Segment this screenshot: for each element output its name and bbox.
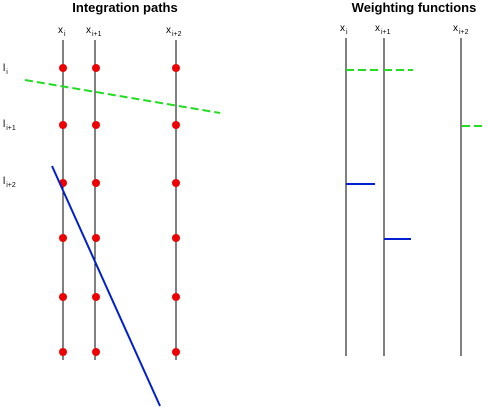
sample-point <box>172 293 180 301</box>
row-label: li <box>3 63 8 76</box>
weights <box>346 69 486 240</box>
sample-point <box>59 234 67 242</box>
label-base: x <box>340 23 345 34</box>
label-sub: i <box>346 29 348 36</box>
sample-point <box>59 348 67 356</box>
sample-point <box>59 121 67 129</box>
label-sub: i <box>64 31 66 38</box>
label-base: x <box>86 25 91 36</box>
label-sub: i+1 <box>6 125 16 132</box>
label-sub: i+1 <box>92 31 102 38</box>
row-label: li+2 <box>3 176 16 189</box>
column-label: xi+1 <box>375 23 391 36</box>
label-base: x <box>375 23 380 34</box>
column-label: xi+2 <box>166 25 182 38</box>
label-sub: i+1 <box>381 29 391 36</box>
title: Integration paths <box>72 0 177 15</box>
sample-point <box>92 179 100 187</box>
sample-point <box>92 64 100 72</box>
sample-point <box>59 64 67 72</box>
label-sub: i+2 <box>6 182 16 189</box>
column-label: xi <box>340 23 348 36</box>
label-base: x <box>58 25 63 36</box>
path-i <box>24 79 221 114</box>
label-sub: i+2 <box>459 29 469 36</box>
row-label: li+1 <box>3 119 16 132</box>
sample-point <box>172 179 180 187</box>
column-label: xi <box>58 25 66 38</box>
sample-point <box>92 234 100 242</box>
title: Weighting functions <box>352 0 477 15</box>
sample-point <box>92 121 100 129</box>
label-base: l <box>3 119 5 130</box>
label-base: x <box>166 25 171 36</box>
sample-point <box>172 121 180 129</box>
sample-point <box>92 348 100 356</box>
label-base: x <box>453 23 458 34</box>
sample-point <box>59 293 67 301</box>
sample-point <box>172 64 180 72</box>
sample-point <box>172 234 180 242</box>
column-label: xi+2 <box>453 23 469 36</box>
sample-point <box>172 348 180 356</box>
label-base: l <box>3 63 5 74</box>
grid-lines <box>62 38 462 360</box>
label-sub: i+2 <box>172 31 182 38</box>
path-i2 <box>51 165 161 407</box>
sample-points <box>59 64 180 356</box>
label-sub: i <box>6 69 8 76</box>
label-base: l <box>3 176 5 187</box>
column-label: xi+1 <box>86 25 102 38</box>
sample-point <box>92 293 100 301</box>
